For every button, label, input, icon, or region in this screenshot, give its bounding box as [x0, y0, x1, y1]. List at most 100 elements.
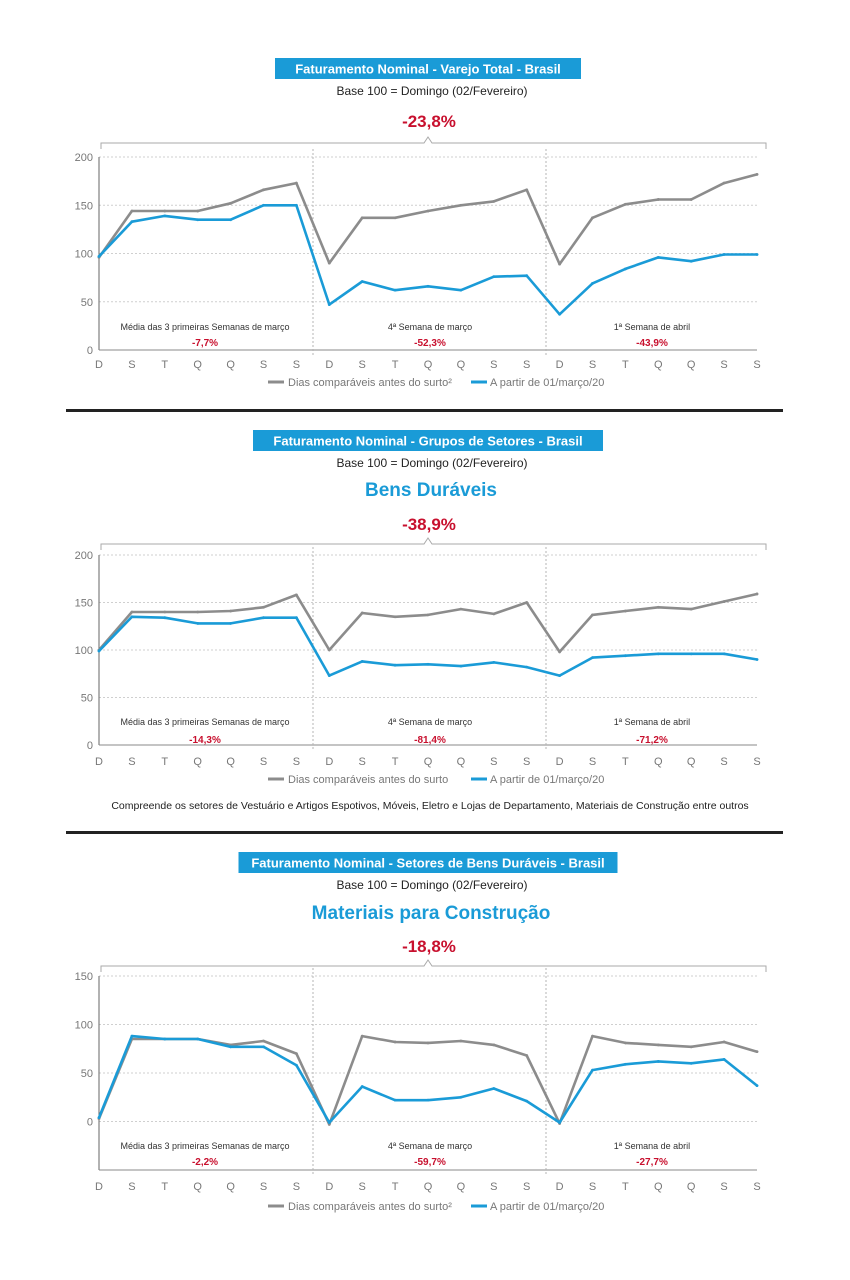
- data-point: [262, 1039, 265, 1043]
- week-annotation-value: -2,2%: [192, 1157, 218, 1168]
- data-point: [755, 1050, 759, 1054]
- data-point: [755, 253, 759, 256]
- data-point: [393, 1040, 397, 1044]
- x-tick-label: Q: [193, 359, 202, 371]
- data-point: [393, 216, 397, 220]
- data-point: [459, 1039, 463, 1043]
- data-point: [262, 188, 265, 192]
- x-tick-label: T: [622, 359, 629, 371]
- data-point: [295, 203, 298, 207]
- data-point: [591, 1068, 594, 1072]
- data-point: [689, 1061, 693, 1065]
- data-point: [327, 674, 331, 678]
- data-point: [360, 611, 364, 615]
- week-annotation-label: Média das 3 primeiras Semanas de março: [120, 1141, 289, 1151]
- data-point: [295, 1063, 298, 1067]
- x-tick-label: Q: [424, 359, 433, 371]
- data-point: [689, 198, 693, 201]
- section-divider: [66, 831, 783, 834]
- chart-title: Faturamento Nominal - Varejo Total - Bra…: [295, 62, 561, 77]
- data-point: [163, 1037, 167, 1041]
- data-point: [525, 1054, 529, 1057]
- data-point: [624, 202, 627, 206]
- week-annotation-value: -71,2%: [636, 735, 668, 746]
- data-point: [426, 1041, 430, 1045]
- y-tick-label: 0: [87, 345, 93, 357]
- y-tick-label: 100: [75, 1020, 93, 1032]
- y-tick-label: 100: [75, 249, 93, 261]
- week-annotation-value: -81,4%: [414, 735, 446, 746]
- data-point: [624, 1041, 627, 1045]
- data-point: [591, 282, 594, 285]
- data-point: [656, 605, 660, 609]
- x-tick-label: D: [95, 359, 103, 371]
- x-tick-label: S: [260, 1181, 267, 1193]
- data-point: [624, 654, 627, 658]
- data-point: [163, 209, 167, 213]
- data-point: [722, 652, 726, 656]
- data-point: [295, 1052, 298, 1055]
- y-tick-label: 0: [87, 1117, 93, 1129]
- x-tick-label: S: [293, 359, 300, 371]
- x-tick-label: S: [523, 756, 530, 768]
- week-annotation-label: 4ª Semana de março: [388, 322, 472, 332]
- data-point: [97, 1116, 101, 1120]
- data-point: [327, 303, 331, 307]
- week-annotation-value: -27,7%: [636, 1157, 668, 1168]
- data-point: [327, 1121, 331, 1124]
- x-tick-label: Q: [193, 1181, 202, 1193]
- headline-percentage: -38,9%: [402, 515, 456, 534]
- data-point: [426, 209, 430, 213]
- x-tick-label: D: [556, 756, 564, 768]
- data-point: [722, 181, 726, 185]
- x-tick-label: D: [325, 1181, 333, 1193]
- x-tick-label: Q: [457, 756, 466, 768]
- data-point: [97, 254, 101, 258]
- data-point: [393, 615, 397, 619]
- x-tick-label: D: [556, 1181, 564, 1193]
- data-point: [624, 609, 627, 613]
- headline-brace: [100, 136, 767, 149]
- y-tick-label: 150: [75, 971, 93, 983]
- x-tick-label: Q: [687, 756, 696, 768]
- data-point: [492, 199, 496, 203]
- data-point: [656, 1043, 660, 1047]
- data-point: [492, 1043, 496, 1047]
- data-point: [360, 1034, 364, 1038]
- data-point: [591, 216, 594, 220]
- data-point: [459, 203, 463, 207]
- data-point: [755, 172, 759, 176]
- data-point: [130, 209, 134, 213]
- week-annotation-label: 1ª Semana de abril: [614, 322, 690, 332]
- data-point: [229, 218, 233, 222]
- data-point: [295, 181, 298, 185]
- chart-subtitle: Base 100 = Domingo (02/Fevereiro): [336, 84, 527, 98]
- chart-footnote: Compreende os setores de Vestuário e Art…: [111, 800, 748, 812]
- data-point: [656, 255, 660, 259]
- data-point: [229, 201, 233, 205]
- headline-brace: [100, 959, 767, 972]
- week-annotation-label: 1ª Semana de abril: [614, 717, 690, 727]
- data-point: [327, 648, 331, 652]
- data-point: [196, 218, 200, 222]
- chart-title: Faturamento Nominal - Setores de Bens Du…: [251, 856, 604, 871]
- legend-label-1: Dias comparáveis antes do surto²: [288, 1201, 452, 1213]
- data-point: [624, 267, 627, 271]
- data-point: [492, 660, 496, 664]
- x-tick-label: S: [523, 359, 530, 371]
- series-line-2: [97, 1034, 759, 1124]
- chart-title-banner: [238, 852, 618, 873]
- x-tick-label: Q: [687, 1181, 696, 1193]
- data-point: [656, 652, 660, 656]
- x-tick-label: T: [161, 359, 168, 371]
- y-tick-label: 100: [75, 645, 93, 657]
- chart-panel-2: Faturamento Nominal - Grupos de Setores …: [75, 430, 767, 812]
- x-tick-label: T: [161, 1181, 168, 1193]
- x-tick-label: S: [720, 359, 727, 371]
- data-point: [163, 214, 167, 218]
- x-tick-label: S: [359, 1181, 366, 1193]
- data-point: [262, 203, 265, 207]
- data-point: [689, 652, 693, 656]
- x-tick-label: T: [392, 359, 399, 371]
- chart-sector-title: Bens Duráveis: [365, 480, 497, 501]
